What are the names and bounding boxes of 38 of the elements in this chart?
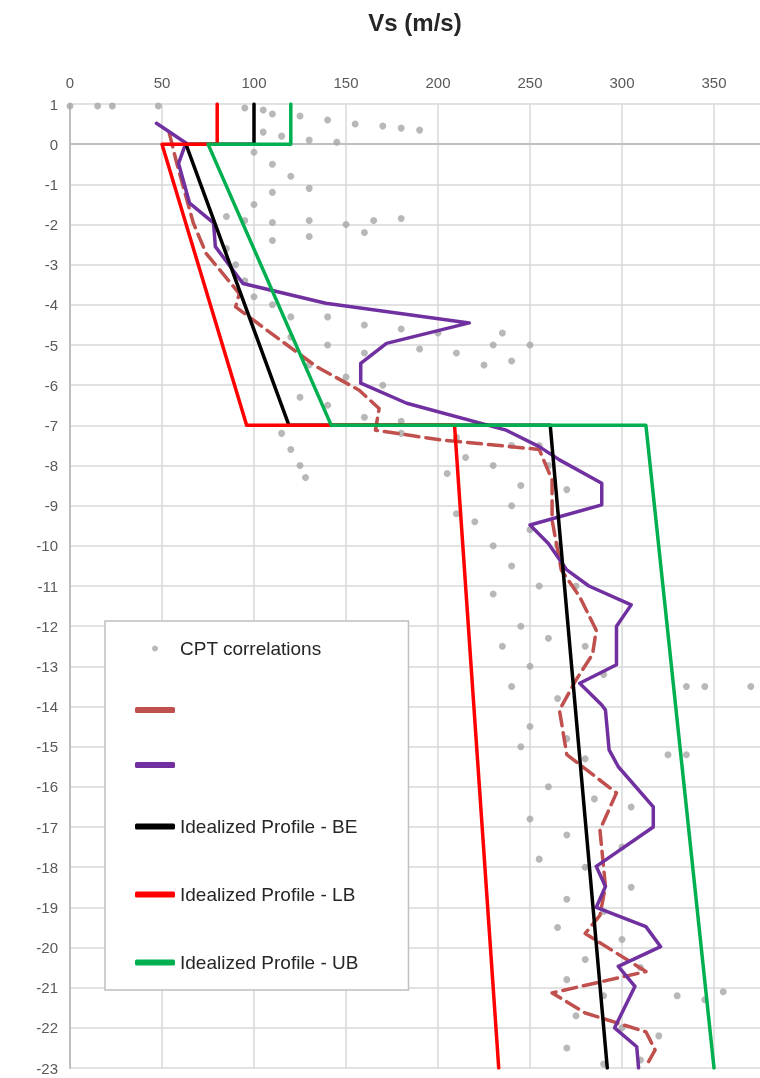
- y-tick-label: -15: [36, 738, 58, 756]
- x-tick-label: 200: [425, 74, 451, 91]
- y-tick-label: -17: [36, 818, 58, 836]
- y-tick-label: -19: [36, 898, 58, 916]
- x-tick-label: 50: [153, 74, 171, 91]
- y-tick-label: -9: [44, 497, 58, 515]
- x-tick-label: 0: [65, 74, 75, 91]
- y-tick-label: 1: [49, 95, 58, 113]
- x-tick-label: 150: [333, 74, 359, 91]
- y-tick-label: 0: [49, 135, 58, 153]
- x-tick-label: 300: [609, 74, 635, 91]
- y-tick-label: -2: [44, 216, 58, 233]
- y-tick-label: -1: [44, 175, 58, 193]
- y-tick-label: -7: [44, 416, 58, 434]
- x-tick-label: 250: [517, 74, 543, 91]
- y-tick-label: -10: [36, 537, 58, 555]
- y-tick-label: -6: [44, 376, 58, 394]
- x-axis-title: Vs (m/s): [368, 8, 462, 36]
- y-tick-label: -13: [36, 657, 58, 675]
- y-tick-label: -18: [36, 858, 58, 876]
- legend-label: CPT correlations: [180, 638, 322, 659]
- legend-label: Idealized Profile - BE: [180, 816, 358, 837]
- y-tick-label: -23: [36, 1059, 58, 1077]
- y-tick-label: -16: [36, 778, 58, 796]
- y-tick-label: -22: [36, 1019, 58, 1037]
- legend-label: Idealized Profile - UB: [180, 952, 359, 973]
- y-tick-label: -21: [36, 979, 58, 997]
- y-tick-label: -3: [44, 256, 58, 274]
- y-tick-label: -4: [44, 296, 58, 314]
- y-tick-label: -5: [44, 336, 58, 354]
- x-tick-label: 100: [241, 74, 267, 91]
- x-tick-label: 350: [701, 74, 727, 91]
- y-tick-label: -11: [37, 577, 58, 595]
- y-tick-label: -14: [36, 698, 58, 715]
- y-tick-label: -20: [36, 939, 58, 956]
- y-tick-label: -8: [44, 457, 58, 474]
- legend-label: Idealized Profile - LB: [180, 884, 356, 905]
- y-tick-label: -12: [36, 617, 58, 635]
